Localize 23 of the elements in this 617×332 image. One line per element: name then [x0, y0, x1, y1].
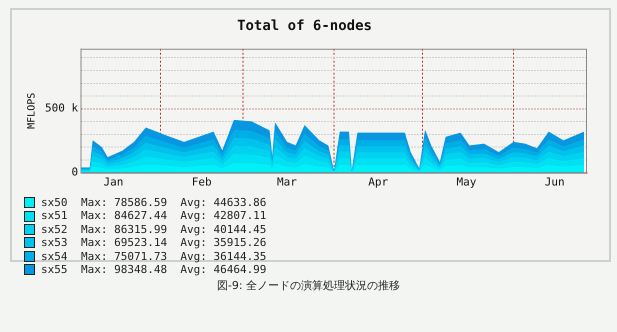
text: Max: 98348.48 Avg: 46464.99: [81, 263, 266, 276]
text: Max: 84627.44 Avg: 42807.11: [81, 209, 266, 223]
x-tick-label: Apr: [368, 175, 388, 188]
chart-title: Total of 6-nodes: [237, 18, 372, 34]
x-tick-label: Jun: [544, 175, 565, 188]
legend-label: sx53: [41, 236, 68, 250]
x-tick-label: Mar: [277, 175, 298, 188]
legend-label: sx55: [41, 263, 68, 276]
y-axis-title: MFLOPS: [26, 92, 38, 129]
y-tick-label: 0: [71, 166, 78, 179]
text: 図-9: 全ノードの演算処理状況の推移: [216, 278, 402, 293]
text: Max: 86315.99 Avg: 40144.45: [81, 222, 266, 236]
x-tick-label: Feb: [192, 175, 212, 188]
legend-label: sx51: [41, 209, 68, 223]
legend-label: sx54: [41, 250, 68, 264]
text: Max: 75071.73 Avg: 36144.35: [81, 250, 266, 264]
text: Max: 78586.59 Avg: 44633.86: [81, 196, 266, 210]
y-tick-label: 500 k: [44, 102, 78, 115]
legend-label: sx50: [41, 196, 68, 210]
text: Max: 69523.14 Avg: 35915.26: [81, 236, 266, 250]
x-tick-label: Jan: [104, 175, 124, 188]
x-tick-label: May: [456, 175, 477, 188]
legend-label: sx52: [41, 222, 68, 236]
